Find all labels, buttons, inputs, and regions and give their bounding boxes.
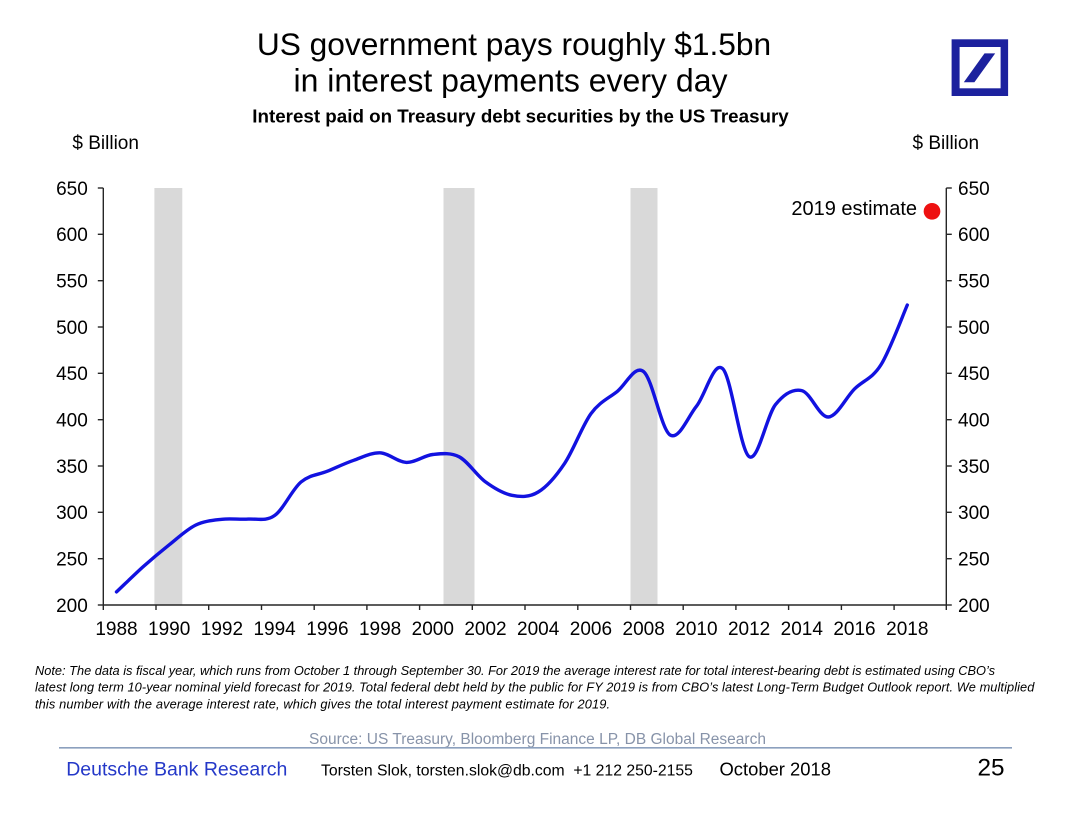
svg-text:Source: US Treasury, Bloomberg: Source: US Treasury, Bloomberg Finance L… bbox=[309, 731, 766, 748]
svg-text:2016: 2016 bbox=[833, 619, 875, 640]
svg-text:Interest paid on Treasury debt: Interest paid on Treasury debt securitie… bbox=[252, 106, 789, 127]
svg-text:2002: 2002 bbox=[464, 619, 506, 640]
svg-text:2012: 2012 bbox=[728, 619, 770, 640]
svg-text:2000: 2000 bbox=[412, 619, 454, 640]
svg-text:300: 300 bbox=[56, 503, 88, 524]
svg-text:2006: 2006 bbox=[570, 619, 612, 640]
svg-text:650: 650 bbox=[958, 179, 990, 200]
svg-text:1990: 1990 bbox=[148, 619, 190, 640]
svg-text:400: 400 bbox=[56, 411, 88, 432]
svg-text:650: 650 bbox=[56, 179, 88, 200]
svg-text:25: 25 bbox=[977, 755, 1004, 782]
svg-text:200: 200 bbox=[56, 596, 88, 617]
svg-text:500: 500 bbox=[56, 318, 88, 339]
svg-text:this number with the average i: this number with the average interest ra… bbox=[35, 696, 610, 711]
svg-text:US government pays roughly $1.: US government pays roughly $1.5bn bbox=[257, 26, 771, 62]
svg-text:Note: The data is fiscal year,: Note: The data is fiscal year, which run… bbox=[35, 663, 996, 678]
svg-text:2008: 2008 bbox=[623, 619, 665, 640]
svg-text:2019 estimate: 2019 estimate bbox=[791, 198, 917, 220]
svg-text:250: 250 bbox=[56, 550, 88, 571]
svg-text:Deutsche Bank Research: Deutsche Bank Research bbox=[66, 759, 287, 781]
svg-text:$ Billion: $ Billion bbox=[913, 133, 980, 154]
svg-text:600: 600 bbox=[958, 225, 990, 246]
svg-text:in interest payments every day: in interest payments every day bbox=[294, 63, 728, 99]
svg-text:550: 550 bbox=[958, 272, 990, 293]
svg-text:400: 400 bbox=[958, 411, 990, 432]
svg-text:latest long term 10-year nomin: latest long term 10-year nominal yield f… bbox=[35, 680, 1035, 695]
svg-text:2014: 2014 bbox=[781, 619, 824, 640]
svg-text:350: 350 bbox=[958, 457, 990, 478]
svg-text:1992: 1992 bbox=[201, 619, 243, 640]
svg-text:250: 250 bbox=[958, 550, 990, 571]
svg-text:500: 500 bbox=[958, 318, 990, 339]
svg-text:350: 350 bbox=[56, 457, 88, 478]
svg-text:October 2018: October 2018 bbox=[720, 759, 831, 780]
svg-text:450: 450 bbox=[56, 364, 88, 385]
svg-text:2004: 2004 bbox=[517, 619, 560, 640]
svg-text:1996: 1996 bbox=[306, 619, 348, 640]
svg-text:1998: 1998 bbox=[359, 619, 401, 640]
svg-text:1994: 1994 bbox=[253, 619, 296, 640]
svg-text:Torsten Slok, torsten.slok@db.: Torsten Slok, torsten.slok@db.com +1 212… bbox=[321, 763, 693, 780]
svg-text:1988: 1988 bbox=[95, 619, 137, 640]
svg-text:2010: 2010 bbox=[675, 619, 717, 640]
svg-text:$ Billion: $ Billion bbox=[72, 133, 139, 154]
svg-text:550: 550 bbox=[56, 272, 88, 293]
svg-text:450: 450 bbox=[958, 364, 990, 385]
svg-text:300: 300 bbox=[958, 503, 990, 524]
svg-text:2018: 2018 bbox=[886, 619, 928, 640]
svg-text:200: 200 bbox=[958, 596, 990, 617]
svg-text:600: 600 bbox=[56, 225, 88, 246]
